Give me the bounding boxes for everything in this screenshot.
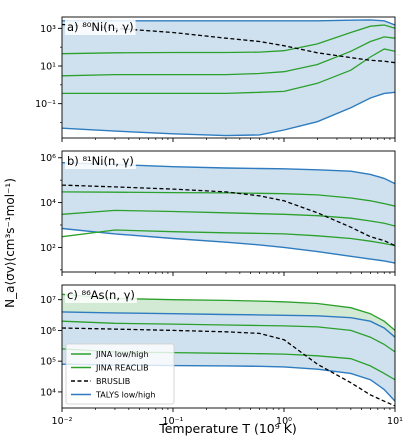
legend-box <box>65 343 175 405</box>
x-tick-label: 10⁻¹ <box>163 416 184 427</box>
panel-1: 10⁻¹ 10¹ 10³ a) ⁸⁰Ni(n, γ) <box>35 16 396 142</box>
talys-high-line <box>62 19 395 26</box>
panel-title: c) ⁸⁶As(n, γ) <box>67 288 135 302</box>
y-tick-label: 10⁴ <box>40 387 56 398</box>
panel-title: b) ⁸¹Ni(n, γ) <box>67 154 134 168</box>
axes-frame <box>61 284 396 409</box>
axes-frame <box>61 150 396 273</box>
y-tick-label: 10⁵ <box>40 357 56 368</box>
jina-reaclib-line <box>62 191 395 207</box>
x-axis-label: Temperature T (10⁹ K) <box>158 421 297 436</box>
legend: JINA low/high JINA REACLIB BRUSLIB TALYS lo… <box>65 343 175 405</box>
jina-limit-line <box>62 36 395 77</box>
jina-band <box>62 294 395 338</box>
axes-frame <box>61 16 396 139</box>
jina-reaclib-line <box>62 24 395 55</box>
bruslib-line <box>62 184 395 247</box>
y-tick-label: 10⁴ <box>40 198 56 209</box>
legend-label: JINA REACLIB <box>95 364 149 373</box>
y-tick-label: 10⁷ <box>40 295 56 306</box>
y-tick-label: 10² <box>40 243 56 254</box>
panel-title-bg <box>65 287 137 303</box>
talys-high-line <box>62 311 395 338</box>
bruslib-line <box>62 327 395 407</box>
x-tick-label: 10¹ <box>387 416 403 427</box>
legend-label: TALYS low/high <box>95 391 155 400</box>
y-tick-label: 10³ <box>40 24 56 35</box>
legend-label: JINA low/high <box>95 350 149 359</box>
talys-band <box>62 311 395 402</box>
talys-low-line <box>62 91 395 137</box>
y-tick-label: 10⁶ <box>40 326 56 337</box>
x-tick-label: 10⁻² <box>52 416 73 427</box>
y-tick-label: 10⁻¹ <box>35 99 56 110</box>
panel-3: 10⁴ 10⁵ 10⁶ 10⁷ 10⁻² 10⁻¹ 10⁰ 10¹ c) ⁸⁶As(n, γ) <box>40 284 403 427</box>
x-tick-label: 10⁰ <box>276 416 292 427</box>
y-tick-label: 10¹ <box>40 61 56 72</box>
jina-limit-line <box>62 293 395 331</box>
legend-label: BRUSLIB <box>96 377 130 386</box>
y-tick-label: 10⁶ <box>40 153 56 164</box>
panel-title: a) ⁸⁰Ni(n, γ) <box>67 20 134 34</box>
jina-reaclib-line <box>62 320 395 353</box>
bruslib-line <box>62 23 395 64</box>
panel-title-bg <box>65 153 136 169</box>
panel-2: 10² 10⁴ 10⁶ b) ⁸¹Ni(n, γ) <box>40 150 396 276</box>
jina-limit-line <box>62 209 395 227</box>
panels: 10⁻¹ 10¹ 10³ a) ⁸⁰Ni(n, γ) 10² 10⁴ 10⁶ b) ⁸¹Ni(… <box>35 16 403 427</box>
panel-title-bg <box>65 19 136 35</box>
talys-low-line <box>62 227 395 264</box>
y-axis-label: N_a⟨σv⟩(cm³s⁻¹mol⁻¹) <box>3 178 17 308</box>
jina-limit-line <box>62 48 395 95</box>
talys-band <box>62 19 395 136</box>
jina-limit-line <box>62 229 395 247</box>
talys-high-line <box>62 162 395 185</box>
